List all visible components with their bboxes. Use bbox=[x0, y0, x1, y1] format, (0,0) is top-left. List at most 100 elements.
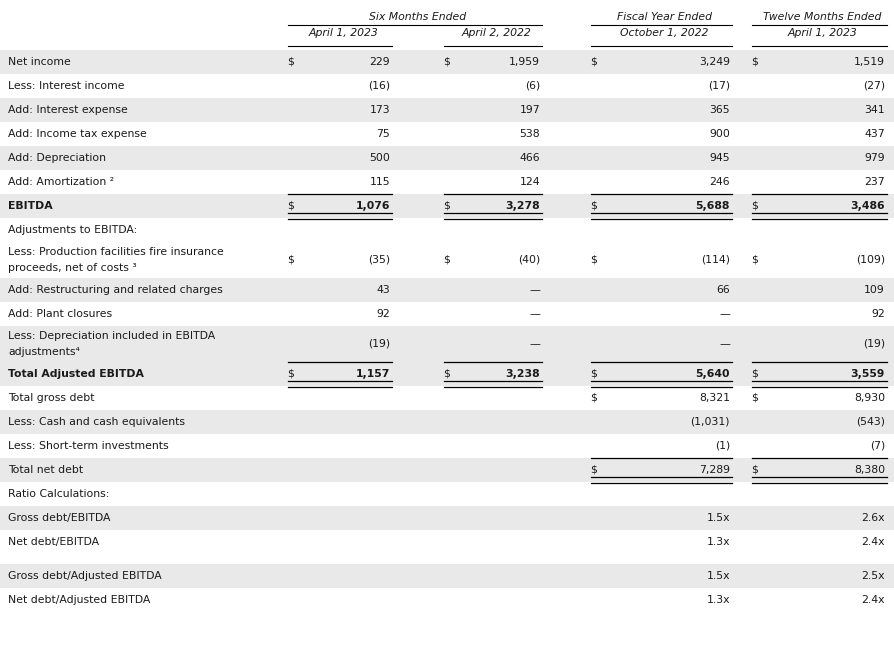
Text: (1,031): (1,031) bbox=[690, 417, 730, 427]
Text: 5,688: 5,688 bbox=[696, 201, 730, 211]
Text: $: $ bbox=[287, 255, 294, 265]
Text: 246: 246 bbox=[709, 177, 730, 187]
Text: 115: 115 bbox=[369, 177, 390, 187]
Text: Total gross debt: Total gross debt bbox=[8, 393, 95, 403]
Text: Gross debt/EBITDA: Gross debt/EBITDA bbox=[8, 513, 111, 523]
Bar bbox=[0, 146, 894, 170]
Text: (16): (16) bbox=[367, 81, 390, 91]
Bar bbox=[0, 278, 894, 302]
Bar bbox=[0, 194, 894, 218]
Text: 43: 43 bbox=[376, 285, 390, 295]
Text: Net debt/EBITDA: Net debt/EBITDA bbox=[8, 537, 99, 547]
Text: (19): (19) bbox=[367, 339, 390, 349]
Text: $: $ bbox=[590, 201, 597, 211]
Text: 8,380: 8,380 bbox=[854, 465, 885, 475]
Text: $: $ bbox=[590, 57, 597, 67]
Text: Adjustments to EBITDA:: Adjustments to EBITDA: bbox=[8, 225, 138, 235]
Text: Less: Depreciation included in EBITDA: Less: Depreciation included in EBITDA bbox=[8, 331, 215, 341]
Bar bbox=[0, 98, 894, 122]
Text: 124: 124 bbox=[519, 177, 540, 187]
Text: April 1, 2023: April 1, 2023 bbox=[308, 28, 378, 38]
Text: 237: 237 bbox=[864, 177, 885, 187]
Text: 1,076: 1,076 bbox=[356, 201, 390, 211]
Text: Six Months Ended: Six Months Ended bbox=[369, 12, 467, 22]
Text: $: $ bbox=[287, 369, 294, 379]
Text: 3,238: 3,238 bbox=[505, 369, 540, 379]
Text: $: $ bbox=[443, 201, 450, 211]
Bar bbox=[0, 564, 894, 588]
Text: Add: Plant closures: Add: Plant closures bbox=[8, 309, 112, 319]
Text: 75: 75 bbox=[376, 129, 390, 139]
Text: 109: 109 bbox=[864, 285, 885, 295]
Text: $: $ bbox=[751, 255, 758, 265]
Text: (19): (19) bbox=[863, 339, 885, 349]
Text: —: — bbox=[719, 339, 730, 349]
Text: Net debt/Adjusted EBITDA: Net debt/Adjusted EBITDA bbox=[8, 595, 150, 605]
Bar bbox=[0, 50, 894, 74]
Text: $: $ bbox=[287, 201, 294, 211]
Text: (109): (109) bbox=[856, 255, 885, 265]
Text: 1.3x: 1.3x bbox=[706, 595, 730, 605]
Text: Add: Income tax expense: Add: Income tax expense bbox=[8, 129, 147, 139]
Text: 3,278: 3,278 bbox=[505, 201, 540, 211]
Text: $: $ bbox=[751, 393, 758, 403]
Text: 341: 341 bbox=[864, 105, 885, 115]
Text: April 2, 2022: April 2, 2022 bbox=[461, 28, 531, 38]
Text: 538: 538 bbox=[519, 129, 540, 139]
Text: 2.5x: 2.5x bbox=[862, 571, 885, 581]
Text: Less: Short-term investments: Less: Short-term investments bbox=[8, 441, 169, 451]
Text: $: $ bbox=[751, 201, 758, 211]
Text: —: — bbox=[719, 309, 730, 319]
Text: 979: 979 bbox=[864, 153, 885, 163]
Text: October 1, 2022: October 1, 2022 bbox=[620, 28, 709, 38]
Text: Add: Interest expense: Add: Interest expense bbox=[8, 105, 128, 115]
Text: (6): (6) bbox=[525, 81, 540, 91]
Bar bbox=[0, 506, 894, 530]
Text: 1.5x: 1.5x bbox=[706, 513, 730, 523]
Text: Add: Restructuring and related charges: Add: Restructuring and related charges bbox=[8, 285, 223, 295]
Text: $: $ bbox=[443, 255, 450, 265]
Text: (543): (543) bbox=[856, 417, 885, 427]
Text: 2.4x: 2.4x bbox=[862, 537, 885, 547]
Text: 92: 92 bbox=[376, 309, 390, 319]
Text: Add: Depreciation: Add: Depreciation bbox=[8, 153, 106, 163]
Text: Less: Production facilities fire insurance: Less: Production facilities fire insuran… bbox=[8, 247, 223, 257]
Text: Fiscal Year Ended: Fiscal Year Ended bbox=[617, 12, 712, 22]
Text: 66: 66 bbox=[716, 285, 730, 295]
Text: $: $ bbox=[751, 369, 758, 379]
Bar bbox=[0, 458, 894, 482]
Text: 945: 945 bbox=[709, 153, 730, 163]
Text: Twelve Months Ended: Twelve Months Ended bbox=[763, 12, 881, 22]
Text: (1): (1) bbox=[714, 441, 730, 451]
Text: 1.5x: 1.5x bbox=[706, 571, 730, 581]
Text: Total net debt: Total net debt bbox=[8, 465, 83, 475]
Text: 1,959: 1,959 bbox=[509, 57, 540, 67]
Text: 900: 900 bbox=[709, 129, 730, 139]
Text: 92: 92 bbox=[872, 309, 885, 319]
Text: —: — bbox=[529, 285, 540, 295]
Text: 466: 466 bbox=[519, 153, 540, 163]
Text: —: — bbox=[529, 309, 540, 319]
Text: $: $ bbox=[590, 255, 597, 265]
Text: (7): (7) bbox=[870, 441, 885, 451]
Text: Gross debt/Adjusted EBITDA: Gross debt/Adjusted EBITDA bbox=[8, 571, 162, 581]
Text: (27): (27) bbox=[863, 81, 885, 91]
Text: 2.4x: 2.4x bbox=[862, 595, 885, 605]
Text: Net income: Net income bbox=[8, 57, 71, 67]
Text: 365: 365 bbox=[709, 105, 730, 115]
Text: $: $ bbox=[590, 465, 597, 475]
Text: 3,249: 3,249 bbox=[699, 57, 730, 67]
Text: —: — bbox=[529, 339, 540, 349]
Text: proceeds, net of costs ³: proceeds, net of costs ³ bbox=[8, 263, 137, 273]
Text: $: $ bbox=[751, 57, 758, 67]
Text: (114): (114) bbox=[701, 255, 730, 265]
Text: 8,930: 8,930 bbox=[854, 393, 885, 403]
Text: 229: 229 bbox=[369, 57, 390, 67]
Text: Add: Amortization ²: Add: Amortization ² bbox=[8, 177, 114, 187]
Text: 1,157: 1,157 bbox=[356, 369, 390, 379]
Text: Ratio Calculations:: Ratio Calculations: bbox=[8, 489, 109, 499]
Text: adjustments⁴: adjustments⁴ bbox=[8, 347, 80, 357]
Text: 173: 173 bbox=[369, 105, 390, 115]
Text: 1,519: 1,519 bbox=[854, 57, 885, 67]
Text: 3,559: 3,559 bbox=[850, 369, 885, 379]
